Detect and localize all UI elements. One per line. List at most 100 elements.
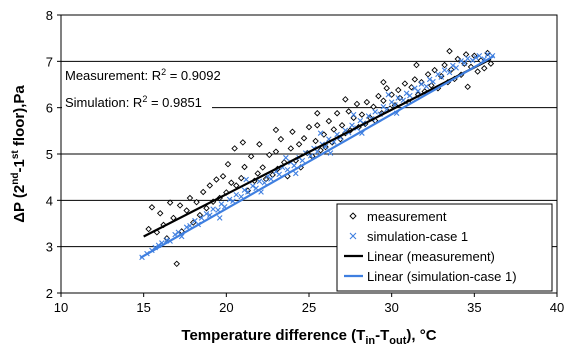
point-simulation-16 <box>203 210 210 217</box>
point-measurement-115 <box>342 96 349 103</box>
point-simulation-31 <box>261 179 268 186</box>
point-measurement-29 <box>241 163 248 171</box>
x-tick-label-5: 35 <box>467 300 481 315</box>
legend-box <box>336 203 553 292</box>
point-measurement-47 <box>295 141 303 148</box>
point-measurement-104 <box>464 83 471 91</box>
point-measurement-93 <box>428 82 435 89</box>
point-simulation-87 <box>476 52 483 59</box>
point-simulation-75 <box>430 78 436 85</box>
point-simulation-66 <box>395 95 402 101</box>
point-measurement-65 <box>345 108 352 115</box>
point-simulation-28 <box>249 183 256 189</box>
x-tick-label-1: 15 <box>136 300 150 315</box>
point-measurement-22 <box>219 173 227 180</box>
point-simulation-39 <box>291 162 297 169</box>
point-measurement-79 <box>383 84 390 92</box>
point-simulation-97 <box>243 176 249 183</box>
legend-label-3: Linear (simulation-case 1) <box>367 269 517 284</box>
x-axis-title: Temperature difference (Tin-Tout), °C <box>181 327 436 347</box>
y-tick-label-4: 6 <box>46 101 53 116</box>
point-measurement-45 <box>289 128 296 135</box>
point-simulation-74 <box>426 76 433 83</box>
point-measurement-17 <box>203 204 210 212</box>
point-measurement-61 <box>333 109 341 117</box>
point-measurement-60 <box>330 126 338 133</box>
y-tick-label-1: 3 <box>46 240 53 255</box>
point-measurement-26 <box>231 145 238 152</box>
legend-label-2: Linear (measurement) <box>367 249 495 264</box>
point-measurement-111 <box>487 60 495 67</box>
point-simulation-92 <box>292 170 299 177</box>
point-measurement-78 <box>380 97 387 104</box>
point-measurement-76 <box>375 92 382 100</box>
point-simulation-54 <box>349 122 355 129</box>
point-measurement-70 <box>358 111 366 118</box>
point-simulation-24 <box>233 191 240 198</box>
legend-label-0: measurement <box>367 209 447 224</box>
point-measurement-118 <box>272 126 280 134</box>
trend-line-3 <box>139 54 495 259</box>
data-marks <box>139 47 496 268</box>
point-measurement-20 <box>213 176 220 183</box>
point-measurement-94 <box>431 66 438 74</box>
point-measurement-12 <box>186 194 194 202</box>
point-simulation-96 <box>216 215 223 221</box>
point-simulation-30 <box>256 178 263 185</box>
point-measurement-84 <box>396 94 404 102</box>
point-simulation-80 <box>450 62 456 69</box>
point-simulation-81 <box>453 65 459 71</box>
point-measurement-116 <box>413 61 420 69</box>
legend: measurement simulation-case 1 Linear (meas… <box>336 203 553 292</box>
point-simulation-33 <box>268 176 274 182</box>
point-measurement-85 <box>401 80 409 87</box>
point-simulation-26 <box>241 187 248 193</box>
point-measurement-16 <box>199 188 207 196</box>
point-measurement-28 <box>237 174 245 182</box>
point-simulation-35 <box>276 171 283 178</box>
x-tick-label-0: 10 <box>54 300 68 315</box>
legend-label-1: simulation-case 1 <box>367 229 468 244</box>
point-simulation-84 <box>464 55 471 62</box>
point-simulation-89 <box>484 51 491 58</box>
point-measurement-97 <box>441 61 448 69</box>
point-measurement-83 <box>395 86 402 94</box>
point-measurement-33 <box>254 170 261 177</box>
point-measurement-1 <box>148 204 156 211</box>
x-tick-label-6: 40 <box>550 300 564 315</box>
point-simulation-18 <box>210 206 216 212</box>
point-simulation-71 <box>415 88 421 94</box>
annotation-simulation-r2: Simulation: R2 = 0.9851 <box>65 94 202 110</box>
point-measurement-31 <box>247 153 255 160</box>
point-measurement-63 <box>338 122 346 129</box>
point-simulation-73 <box>423 83 430 90</box>
point-measurement-9 <box>176 202 184 209</box>
legend-symbol-1 <box>349 232 357 240</box>
point-measurement-18 <box>206 182 214 189</box>
point-measurement-114 <box>380 78 387 86</box>
point-measurement-54 <box>314 122 321 129</box>
point-measurement-44 <box>287 145 295 152</box>
trend-lines <box>139 54 495 259</box>
point-measurement-14 <box>193 198 200 206</box>
point-simulation-27 <box>245 189 251 195</box>
point-simulation-100 <box>350 111 357 118</box>
x-axis: 10 15 20 25 30 35 40 <box>54 293 564 315</box>
y-tick-label-0: 2 <box>46 286 53 301</box>
point-measurement-3 <box>156 210 164 217</box>
y-tick-label-6: 8 <box>46 8 53 23</box>
x-tick-label-4: 30 <box>384 300 398 315</box>
point-measurement-58 <box>325 117 333 125</box>
point-measurement-117 <box>314 109 321 117</box>
point-simulation-79 <box>446 69 453 76</box>
point-measurement-53 <box>312 137 319 145</box>
point-measurement-37 <box>266 151 273 159</box>
point-simulation-72 <box>418 81 425 87</box>
point-measurement-88 <box>411 76 419 83</box>
point-simulation-83 <box>461 60 468 66</box>
point-measurement-24 <box>224 160 232 168</box>
point-simulation-77 <box>438 74 445 80</box>
trend-line-2 <box>143 58 492 238</box>
point-measurement-74 <box>370 103 377 110</box>
